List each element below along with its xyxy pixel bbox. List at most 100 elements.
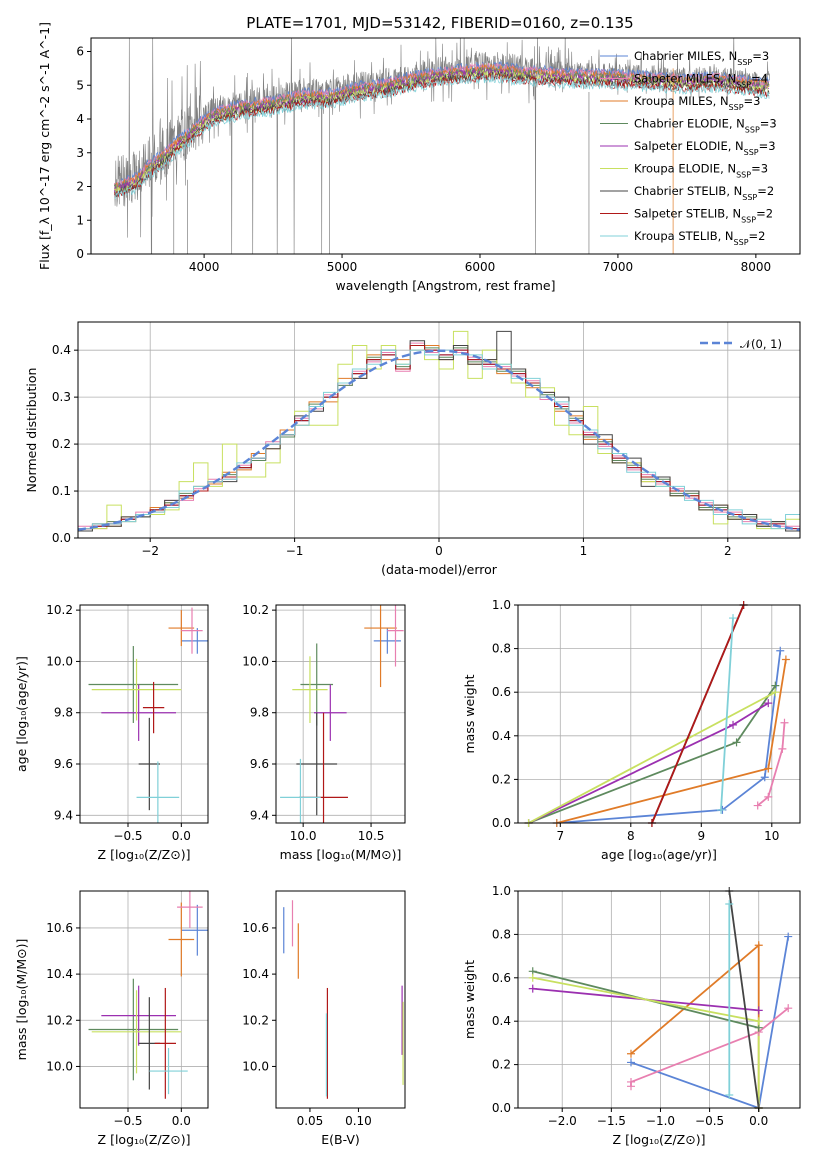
y-axis-label: age [log₁₀(age/yr)] <box>14 656 29 772</box>
x-tick-label: 5000 <box>327 260 358 274</box>
x-axis-label: mass [log₁₀(M/M⊙)] <box>280 847 402 862</box>
weight-marker <box>717 805 726 814</box>
weight-series-line <box>728 891 760 1108</box>
x-tick-label: 7000 <box>603 260 634 274</box>
weight-series-line <box>651 605 745 823</box>
weight-marker <box>626 1077 635 1086</box>
y-tick-label: 0.0 <box>52 531 71 545</box>
y-tick-label: 9.6 <box>250 757 269 771</box>
x-tick-label: 10.0 <box>290 829 317 843</box>
y-tick-label: 0.0 <box>492 1101 511 1115</box>
axes-frame <box>517 604 801 824</box>
x-tick-label: 0.0 <box>749 1114 768 1128</box>
y-tick-label: 5 <box>76 78 84 92</box>
y-tick-label: 0.0 <box>492 816 511 830</box>
y-tick-label: 10.6 <box>242 921 269 935</box>
weight-marker <box>626 1058 635 1067</box>
weight-marker <box>784 932 793 941</box>
legend-label: Kroupa STELIB, NSSP=2 <box>634 229 765 247</box>
weight-marker <box>764 792 773 801</box>
x-axis-label: Z [log₁₀(Z/Z⊙)] <box>613 1132 706 1147</box>
z-weight-panel: −2.0 −1.5 −1.0 −0.5 0.0 0.0 0.2 0.4 0.6 0.8 1.0 Z [… <box>462 884 801 1147</box>
weight-marker <box>528 973 537 982</box>
x-tick-label: −2.0 <box>548 1114 577 1128</box>
x-tick-label: −0.5 <box>695 1114 724 1128</box>
y-tick-label: 0.1 <box>52 484 71 498</box>
y-axis-label: mass [log₁₀(M/M⊙)] <box>14 939 29 1061</box>
weight-marker <box>729 614 738 623</box>
y-tick-label: 10.0 <box>242 1059 269 1073</box>
legend-label: Kroupa MILES, NSSP=3 <box>634 94 760 112</box>
weight-marker <box>725 900 734 909</box>
x-tick-label: −0.5 <box>113 1114 142 1128</box>
weight-series-line <box>528 702 769 823</box>
x-tick-label: 10.5 <box>358 829 385 843</box>
y-axis-label: Normed distribution <box>24 368 39 493</box>
weight-series-line <box>556 650 782 823</box>
y-tick-label: 0.4 <box>52 343 71 357</box>
legend-label: Salpeter ELODIE, NSSP=3 <box>634 139 776 157</box>
y-tick-label: 0.2 <box>492 772 511 786</box>
x-tick-label: 0 <box>435 544 443 558</box>
x-tick-label: −1.0 <box>646 1114 675 1128</box>
axes-frame <box>275 890 406 1109</box>
x-tick-label: 9 <box>697 829 705 843</box>
weight-marker <box>754 941 763 950</box>
y-tick-label: 10.2 <box>242 603 269 617</box>
x-tick-label: 6000 <box>465 260 496 274</box>
weight-marker <box>778 744 787 753</box>
plot-area <box>114 38 770 254</box>
axes-frame <box>79 604 209 824</box>
weight-marker <box>780 718 789 727</box>
x-tick-label: −2 <box>141 544 159 558</box>
axes-frame <box>90 37 801 255</box>
x-tick-label: 0.10 <box>345 1114 372 1128</box>
x-axis-label: Z [log₁₀(Z/Z⊙)] <box>98 1132 191 1147</box>
y-tick-label: 9.6 <box>54 757 73 771</box>
axes-frame <box>517 890 801 1109</box>
x-tick-label: 0.0 <box>172 829 191 843</box>
weight-marker <box>771 688 780 697</box>
weight-series-line <box>720 618 734 810</box>
histogram-series <box>78 349 800 538</box>
weight-marker <box>753 801 762 810</box>
weight-marker <box>776 646 785 655</box>
y-axis-label: Flux [f_λ 10^-17 erg cm^-2 s^-1 A^-1] <box>37 22 52 270</box>
model-spectrum-line <box>114 74 770 200</box>
x-tick-label: 7 <box>556 829 564 843</box>
weight-series-line <box>528 691 776 823</box>
y-tick-label: 0.2 <box>492 1058 511 1072</box>
figure-title: PLATE=1701, MJD=53142, FIBERID=0160, z=0… <box>246 14 633 32</box>
y-tick-label: 0.4 <box>492 729 511 743</box>
y-tick-label: 0.2 <box>52 437 71 451</box>
plot-area <box>280 605 404 823</box>
y-tick-label: 9.4 <box>250 808 269 822</box>
y-tick-label: 10.0 <box>46 1059 73 1073</box>
legend-label: 𝒩(0, 1) <box>740 337 782 351</box>
y-tick-label: 0.3 <box>52 390 71 404</box>
y-tick-label: 10.2 <box>46 1013 73 1027</box>
y-tick-label: 0.4 <box>492 1014 511 1028</box>
y-tick-label: 0.8 <box>492 927 511 941</box>
weight-marker <box>760 773 769 782</box>
y-tick-label: 9.8 <box>250 706 269 720</box>
weight-marker <box>764 764 773 773</box>
weight-marker <box>764 699 773 708</box>
z-mass-panel: −0.5 0.0 10.0 10.2 10.4 10.6 Z [log₁₀(Z/Z⊙)] ma… <box>14 890 209 1147</box>
y-tick-label: 10.2 <box>46 603 73 617</box>
plot-area <box>283 900 404 1099</box>
x-tick-label: 0.05 <box>297 1114 324 1128</box>
y-tick-label: 9.8 <box>54 706 73 720</box>
y-tick-label: 4 <box>76 112 84 126</box>
y-axis-label: mass weight <box>462 674 477 753</box>
y-tick-label: 10.0 <box>46 654 73 668</box>
y-tick-label: 10.2 <box>242 1013 269 1027</box>
x-tick-label: 4000 <box>189 260 220 274</box>
legend-label: Chabrier ELODIE, NSSP=3 <box>634 117 777 135</box>
x-axis-label: age [log₁₀(age/yr)] <box>601 847 717 862</box>
y-tick-label: 3 <box>76 146 84 160</box>
x-tick-label: 8 <box>627 829 635 843</box>
weight-marker <box>725 1090 734 1099</box>
legend-label: Salpeter MILES, NSSP=4 <box>634 72 768 90</box>
